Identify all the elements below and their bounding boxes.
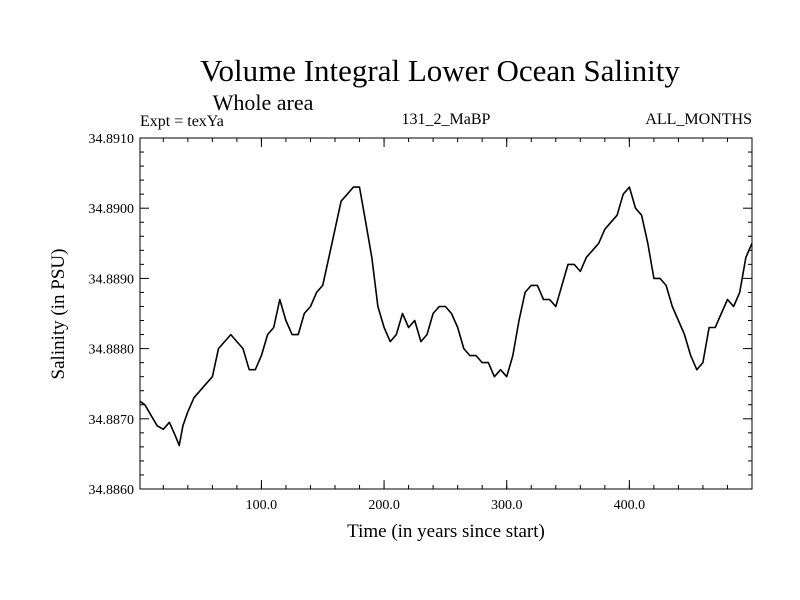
x-tick-label: 100.0 [246, 498, 278, 513]
y-tick-label: 34.8910 [89, 132, 135, 147]
y-tick-label: 34.8860 [89, 483, 135, 498]
salinity-series-line [139, 186, 753, 447]
plot-frame [139, 137, 753, 490]
months-label: ALL_MONTHS [645, 111, 752, 128]
x-axis-tick-labels: 100.0 200.0 300.0 400.0 [246, 498, 645, 513]
y-tick-label: 34.8870 [89, 413, 135, 428]
x-axis-label: Time (in years since start) [347, 521, 545, 542]
run-label: 131_2_MaBP [402, 111, 491, 128]
chart-subtitle: Whole area [213, 90, 314, 115]
y-axis-tick-labels: 34.8860 34.8870 34.8880 34.8890 34.8900 34.89… [89, 132, 135, 498]
chart-title: Volume Integral Lower Ocean Salinity [200, 53, 680, 88]
y-axis-label: Salinity (in PSU) [48, 249, 69, 380]
y-tick-label: 34.8890 [89, 272, 135, 287]
y-tick-label: 34.8900 [89, 202, 135, 217]
y-tick-label: 34.8880 [89, 343, 135, 358]
x-axis-ticks [162, 138, 728, 489]
experiment-label: Expt = texYa [140, 113, 224, 130]
y-axis-ticks [140, 137, 752, 490]
x-tick-label: 200.0 [368, 498, 400, 513]
x-tick-label: 400.0 [614, 498, 646, 513]
x-tick-label: 300.0 [491, 498, 523, 513]
